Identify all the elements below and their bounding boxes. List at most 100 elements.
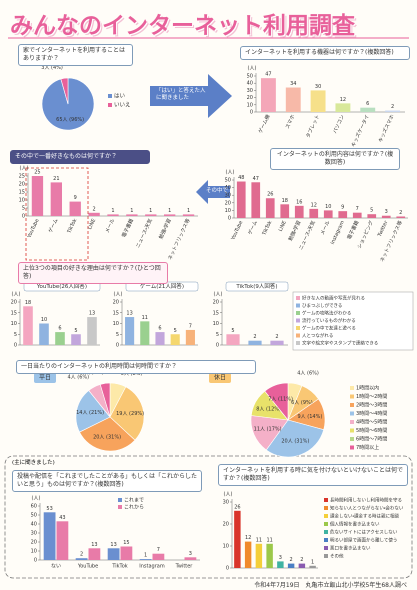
legend-label: 危ないサイトにはアクセスしない [330,529,398,536]
legend-swatch [296,319,300,323]
x-tick-label: Instagram [330,220,346,246]
bar [385,111,400,112]
value-label: 2 [399,210,402,216]
chart-title: インターネットを利用する機器は何ですか？(複数回答) [240,46,410,60]
bar [338,211,347,218]
bar [71,334,81,345]
axis-unit: (人) [32,496,41,502]
arrow-note: 「はい」と答えた人に聞きました [156,88,208,102]
y-tick-label: 10 [247,102,253,108]
bar [277,561,283,568]
bar [153,554,165,560]
bar [286,88,301,112]
legend-swatch [324,554,328,558]
value-label: 20人 (31%) [281,438,309,444]
legend-label: 5時間〜6時間 [356,428,387,434]
legend-label: ひまつぶしができる [302,302,342,309]
x-tick-label: TikTok [111,564,127,570]
value-label: 13 [89,311,95,317]
axis-unit: (人) [226,170,235,176]
axis-unit: (人) [12,292,21,298]
y-tick-label: 30 [31,531,37,537]
y-tick-label: 25 [19,174,25,180]
x-tick-label: キッズスマホ [377,114,396,144]
legend-swatch [296,311,300,315]
bar [251,182,260,218]
y-tick-label: 10 [213,321,219,327]
value-label: 1 [111,208,114,214]
value-label: 18 [25,300,31,306]
legend-swatch [324,498,328,502]
legend-label: 文字や絵文字やスタンプで連絡できる [302,340,378,347]
y-tick-label: 15 [19,190,25,196]
x-tick-label: ない [51,563,61,570]
y-tick-label: 20 [247,95,253,101]
x-tick-label: 電子書籍 [346,220,361,241]
bar [261,78,276,112]
legend-label: 課金しない・課金する時は親に相談 [330,513,400,520]
y-tick-label: 0 [250,110,253,116]
x-tick-label: ニュース・天気 [134,218,154,249]
legend-swatch [350,403,354,407]
legend-swatch [324,514,328,518]
value-label: 2 [300,557,303,563]
value-label: 9人 (14%) [297,414,322,420]
legend-label: いいえ [114,102,131,109]
value-label: 3 [279,555,282,561]
y-tick-label: 10 [11,321,17,327]
value-label: 6 [58,326,61,332]
value-label: 43 [59,515,65,521]
bar [23,306,33,345]
legend-label: 2時間〜3時間 [356,403,387,409]
legend-label: 7時間以上 [356,444,379,451]
value-label: 13 [91,542,97,548]
y-tick-label: 20 [11,300,17,306]
bar [324,210,333,218]
legend-swatch [350,420,354,424]
value-label: 7 [356,206,359,212]
chart-title: 一日当たりのインターネットの利用時間は何時間ですか？ [16,360,256,374]
value-label: 3 [189,551,192,557]
arrow-note: その中で [206,188,228,195]
value-label: 5 [370,208,373,214]
legend-swatch [350,429,354,433]
bar [145,214,156,216]
bar [140,321,149,345]
y-tick-label: 5 [14,332,17,338]
poster: 65人 (96%)3人 (4%)はいいいえ01020304050(人)47ゲーム… [0,0,417,590]
value-label: 6 [366,101,369,107]
legend-swatch [296,326,300,330]
bar [140,559,152,560]
chart-title: 投稿や配信を「これまでしたことがある」もしくは「これからしたいと思う」ものは何で… [12,470,202,492]
x-tick-label: メール [320,220,332,236]
value-label: 10 [41,317,47,323]
bar [335,103,350,112]
x-tick-label: Twitter [376,219,389,238]
x-tick-label: TikTok [261,220,273,237]
y-tick-label: 10 [19,198,25,204]
value-label: 11人 (17%) [254,426,282,432]
legend-swatch [324,538,328,542]
value-label: 3 [385,209,388,215]
value-label: 13 [126,311,132,317]
chart-title: 家でインターネットを利用することはありますか？ [18,44,133,66]
y-tick-label: 15 [213,310,219,316]
bar [266,198,275,218]
y-tick-label: 0 [116,343,119,349]
y-tick-label: 0 [22,214,25,220]
value-label: 26 [234,504,240,510]
y-tick-label: 50 [247,74,253,80]
axis-unit: (人) [114,292,123,298]
value-label: 26 [267,192,273,198]
section-note: (主に聞きました) [12,460,55,467]
bar [155,332,164,345]
bar [108,548,120,560]
value-label: 14人 (21%) [76,410,104,416]
legend-label: 長時間利用しないし利用時間を守る [330,497,402,504]
bar [171,334,180,345]
legend-label: 3時間〜4時間 [356,411,387,417]
y-tick-label: 20 [225,200,231,206]
x-tick-label: Instagram [139,564,165,570]
y-tick-label: 5 [116,332,119,338]
x-tick-label: ゲーム [246,220,259,236]
